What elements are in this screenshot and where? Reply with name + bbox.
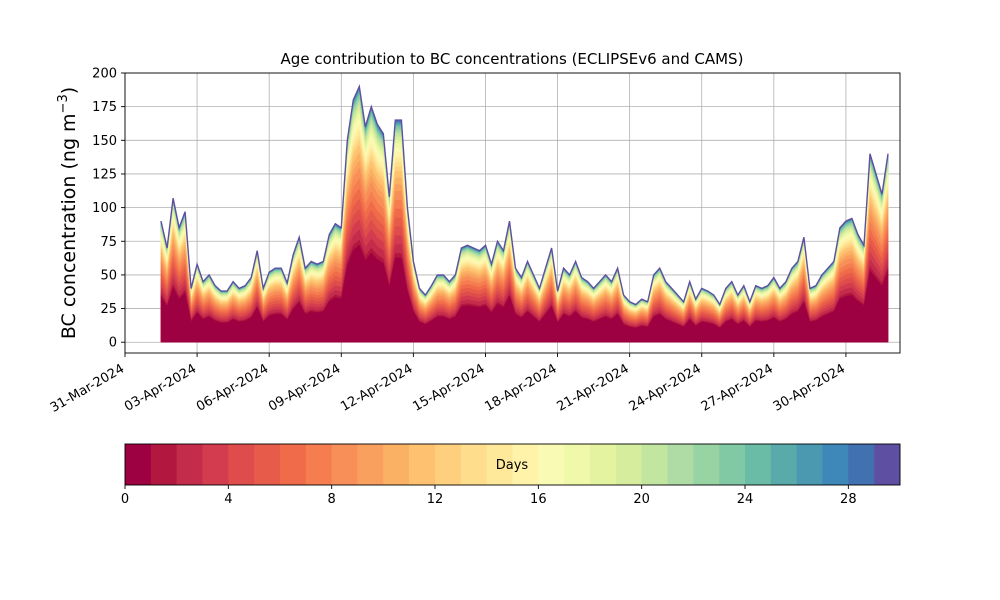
colorbar-level-4	[228, 444, 255, 485]
x-tick-label: 24-Apr-2024	[627, 361, 704, 414]
colorbar-level-28	[848, 444, 875, 485]
x-tick-label: 18-Apr-2024	[482, 361, 559, 414]
colorbar-level-15	[512, 444, 539, 485]
colorbar-level-8	[331, 444, 358, 485]
colorbar: 0 4 8 12 16 20 24 28	[121, 443, 901, 507]
chart-title: Age contribution to BC concentrations (E…	[281, 50, 744, 68]
y-axis: 0 25 50 75 100 125 150 175 200	[92, 67, 125, 351]
x-tick-label: 09-Apr-2024	[266, 361, 343, 414]
y-axis-label: BC concentration (ng m−3)	[56, 87, 80, 339]
stacked-area-series	[160, 84, 889, 343]
total-concentration-line	[160, 84, 889, 307]
y-tick-label: 150	[92, 134, 117, 149]
x-tick-label: 27-Apr-2024	[699, 361, 776, 414]
colorbar-tick-label: 20	[633, 492, 650, 507]
y-tick-label: 50	[100, 268, 117, 283]
colorbar-level-0	[125, 444, 152, 485]
colorbar-level-10	[383, 444, 410, 485]
y-tick-label: 0	[109, 336, 117, 351]
colorbar-tick-label: 4	[224, 492, 232, 507]
age-band-0-days	[160, 244, 889, 343]
colorbar-level-16	[538, 444, 565, 485]
colorbar-level-21	[667, 444, 694, 485]
colorbar-level-11	[409, 444, 436, 485]
colorbar-level-9	[357, 444, 384, 485]
colorbar-level-3	[202, 444, 229, 485]
colorbar-level-22	[693, 444, 720, 485]
colorbar-tick-label: 28	[840, 492, 857, 507]
colorbar-level-14	[486, 444, 513, 485]
colorbar-level-26	[796, 444, 823, 485]
y-tick-label: 200	[92, 67, 117, 82]
colorbar-tick-label: 16	[530, 492, 547, 507]
x-tick-label: 06-Apr-2024	[194, 361, 271, 414]
colorbar-tick-label: 8	[328, 492, 336, 507]
colorbar-level-29	[874, 444, 901, 485]
colorbar-tick-label: 24	[737, 492, 754, 507]
colorbar-level-20	[641, 444, 668, 485]
y-tick-label: 75	[100, 235, 117, 250]
colorbar-level-2	[176, 444, 203, 485]
x-tick-label: 31-Mar-2024	[48, 361, 127, 415]
y-tick-label: 25	[100, 302, 117, 317]
colorbar-level-23	[719, 444, 746, 485]
x-tick-label: 12-Apr-2024	[338, 361, 415, 414]
x-tick-label: 15-Apr-2024	[410, 361, 487, 414]
x-tick-label: 21-Apr-2024	[555, 361, 632, 414]
y-tick-label: 100	[92, 201, 117, 216]
colorbar-level-25	[770, 444, 797, 485]
colorbar-level-17	[564, 444, 591, 485]
x-tick-label: 30-Apr-2024	[771, 361, 848, 414]
colorbar-label: Days	[496, 458, 529, 473]
colorbar-level-13	[460, 444, 487, 485]
colorbar-tick-label: 0	[121, 492, 129, 507]
x-tick-label: 03-Apr-2024	[122, 361, 199, 414]
y-tick-label: 125	[92, 167, 117, 182]
colorbar-tick-label: 12	[427, 492, 444, 507]
colorbar-level-24	[745, 444, 772, 485]
colorbar-level-18	[590, 444, 617, 485]
plot-frame	[124, 72, 901, 354]
colorbar-level-27	[822, 444, 849, 485]
plot-area: 0 25 50 75 100 125 150 175 200 31-Mar-202403-Apr…	[48, 67, 901, 416]
colorbar-level-19	[615, 444, 642, 485]
colorbar-frame	[124, 443, 901, 486]
x-axis: 31-Mar-202403-Apr-202406-Apr-202409-Apr-…	[48, 353, 848, 416]
colorbar-level-1	[150, 444, 177, 485]
y-axis-label-unit-exponent: −3	[56, 94, 71, 113]
colorbar-level-12	[435, 444, 462, 485]
colorbar-level-6	[280, 444, 307, 485]
colorbar-level-5	[254, 444, 281, 485]
y-tick-label: 175	[92, 100, 117, 115]
colorbar-level-7	[305, 444, 332, 485]
